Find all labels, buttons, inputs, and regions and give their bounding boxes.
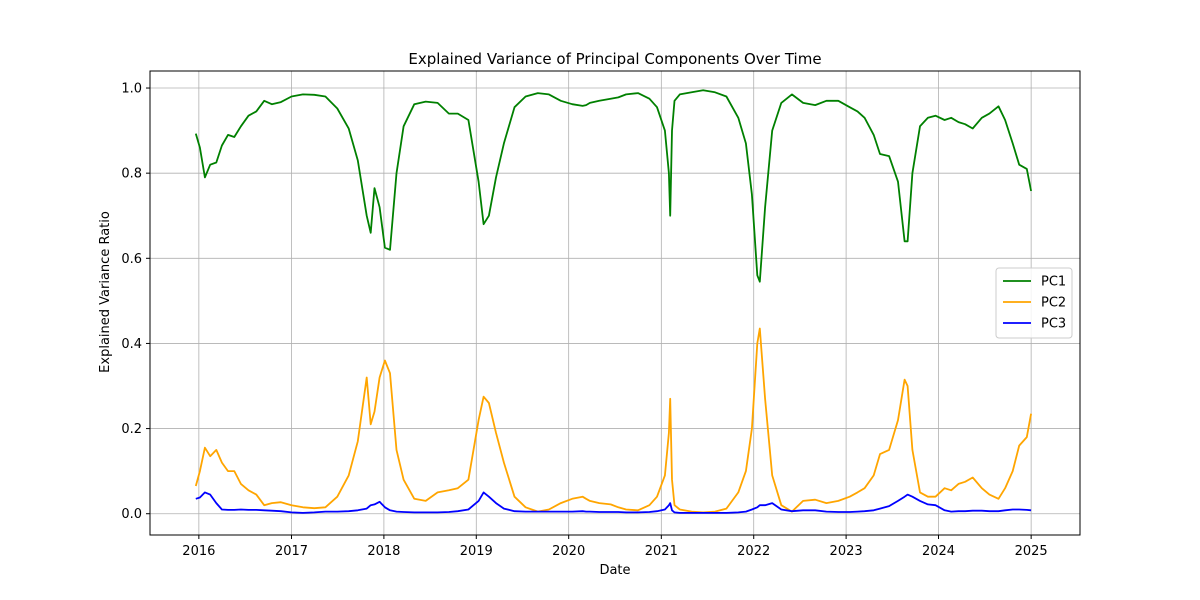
series-line-pc3 [195, 491, 1032, 514]
y-tick-label: 1.0 [121, 82, 142, 97]
x-tick-label: 2016 [182, 544, 215, 559]
y-tick-label: 0.6 [121, 252, 142, 267]
y-tick-label: 0.2 [121, 422, 142, 437]
y-tick-label: 0.4 [121, 337, 142, 352]
plot-frame [149, 70, 1081, 536]
y-axis-ticks: 0.0 0.2 0.4 0.6 0.8 1.0 [121, 82, 150, 522]
x-axis-ticks: 2016 2017 2018 2019 2020 2021 2022 2023 2024 2025 [182, 535, 1048, 559]
series-line-pc1 [194, 89, 1032, 283]
legend-label-pc1: PC1 [1041, 275, 1066, 290]
x-tick-label: 2025 [1015, 544, 1048, 559]
x-tick-label: 2019 [460, 544, 493, 559]
x-tick-label: 2018 [367, 544, 400, 559]
x-tick-label: 2024 [922, 544, 955, 559]
x-tick-label: 2020 [552, 544, 585, 559]
x-tick-label: 2017 [275, 544, 308, 559]
x-tick-label: 2021 [645, 544, 678, 559]
grid-lines [150, 71, 1080, 535]
y-axis-label: Explained Variance Ratio [98, 211, 113, 373]
x-axis-label: Date [599, 563, 630, 578]
chart-title: Explained Variance of Principal Componen… [408, 50, 821, 68]
legend-box [995, 267, 1073, 339]
legend: PC1 PC2 PC3 [995, 267, 1073, 339]
legend-label-pc3: PC3 [1041, 317, 1066, 332]
y-tick-label: 0.0 [121, 507, 142, 522]
series-lines [194, 89, 1032, 514]
x-tick-label: 2023 [830, 544, 863, 559]
y-tick-label: 0.8 [121, 167, 142, 182]
x-tick-label: 2022 [737, 544, 770, 559]
legend-label-pc2: PC2 [1041, 296, 1066, 311]
series-line-pc2 [194, 327, 1032, 514]
